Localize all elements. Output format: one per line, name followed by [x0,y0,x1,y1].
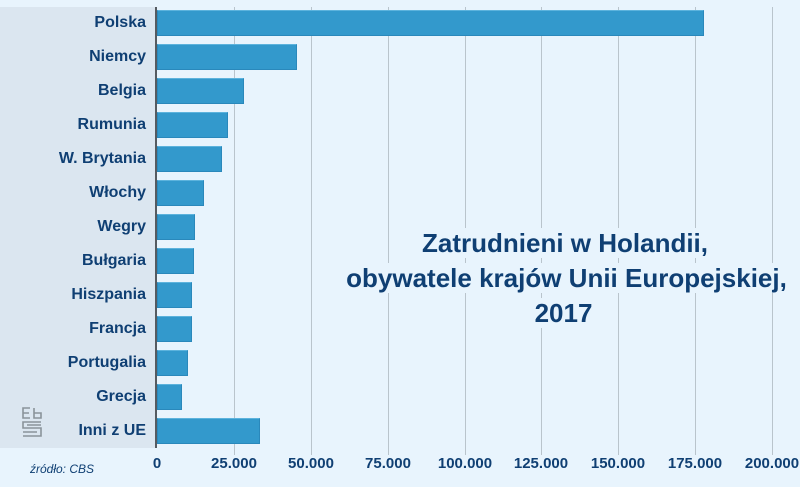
gridline [772,7,773,455]
bar [157,78,244,104]
category-label: Hiszpania [71,286,146,303]
category-label: Niemcy [89,48,146,65]
category-label: Inni z UE [78,422,146,439]
x-tick-label: 50.000 [288,455,334,472]
x-tick-label: 175.000 [667,455,723,472]
category-label-panel [0,7,156,448]
bar [157,384,182,410]
bar [157,248,194,274]
x-tick-label: 200.000 [744,455,800,472]
chart-title: Zatrudnieni w Holandii, obywatele krajów… [330,226,800,331]
cbs-logo-icon [22,407,42,437]
category-label: Francja [89,320,146,337]
category-label: Bułgaria [81,252,146,269]
x-tick-label: 25.000 [211,455,257,472]
bar [157,316,192,342]
category-label: W. Brytania [58,150,146,167]
chart-title-line-2: obywatele krajów Unii Europejskiej, 2017 [343,263,787,328]
bar [157,418,260,444]
x-tick-label: 75.000 [365,455,411,472]
bar [157,350,188,376]
bar [157,10,704,36]
y-axis-line [155,7,157,448]
category-label: Wegry [97,218,146,235]
gridline [388,7,389,455]
category-label: Grecja [96,388,146,405]
x-tick-label: 125.000 [513,455,569,472]
category-label: Rumunia [77,116,146,133]
bar [157,180,204,206]
gridline [234,7,235,455]
bar [157,214,195,240]
chart-title-line-1: Zatrudnieni w Holandii, [419,228,711,258]
bar [157,112,228,138]
category-label: Belgia [97,82,146,99]
x-tick-label: 0 [152,455,162,472]
category-label: Włochy [89,184,146,201]
gridline [311,7,312,455]
x-tick-label: 100.000 [437,455,493,472]
bar [157,282,192,308]
x-tick-label: 150.000 [590,455,646,472]
bar [157,44,297,70]
category-label: Polska [94,14,146,31]
bar [157,146,222,172]
category-label: Portugalia [67,354,146,371]
source-note: źródło: CBS [30,462,95,476]
